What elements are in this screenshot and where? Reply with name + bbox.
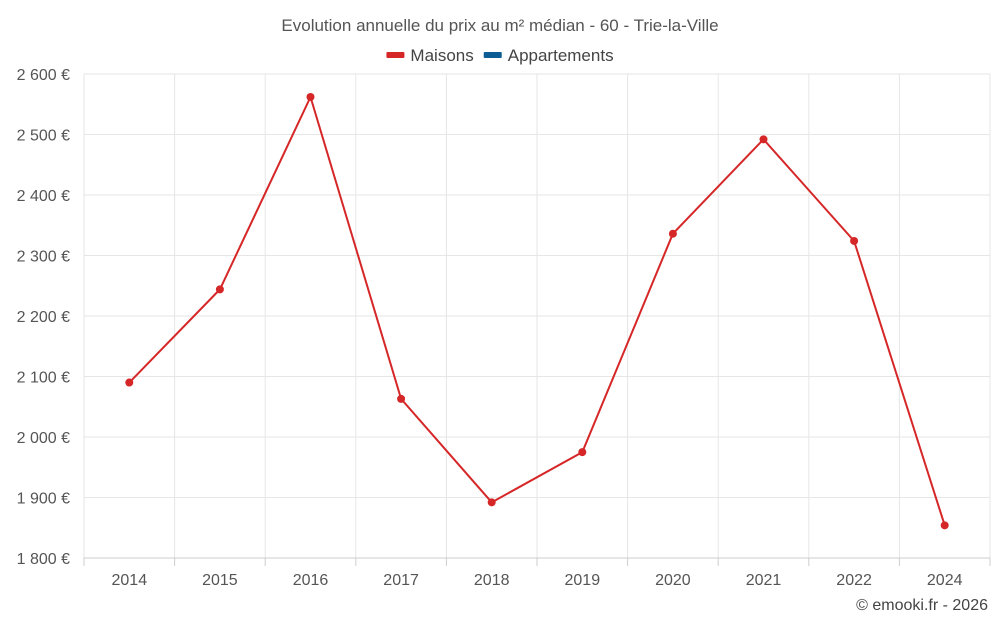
axes: 2 600 € 2 500 € 2 400 € 2 300 € 2 200 € 2 100…	[17, 67, 991, 589]
legend-swatch	[483, 52, 502, 58]
chart-title: Evolution annuelle du prix au m² médian …	[281, 16, 718, 35]
x-tick-label: 2016	[293, 572, 329, 589]
data-point[interactable]	[578, 448, 587, 457]
y-tick-label: 2 500 €	[17, 128, 70, 145]
x-tick-label: 2015	[202, 572, 238, 589]
legend-label: Maisons	[410, 46, 473, 65]
grid	[83, 73, 991, 558]
y-tick-label: 2 000 €	[17, 430, 70, 447]
x-tick-label: 2019	[565, 572, 601, 589]
y-tick-label: 2 600 €	[17, 67, 70, 84]
legend-swatch	[386, 52, 405, 58]
legend-label: Appartements	[508, 46, 614, 65]
series-layer	[125, 92, 949, 530]
data-point[interactable]	[940, 521, 949, 530]
legend-item-appartements[interactable]: Appartements	[483, 46, 614, 65]
data-point[interactable]	[125, 378, 134, 387]
data-point[interactable]	[306, 92, 315, 101]
x-tick-label: 2021	[746, 572, 782, 589]
y-tick-label: 2 300 €	[17, 249, 70, 266]
y-tick-label: 2 200 €	[17, 309, 70, 326]
data-point[interactable]	[487, 498, 496, 507]
y-tick-label: 1 800 €	[17, 551, 70, 568]
x-tick-label: 2024	[927, 572, 963, 589]
x-tick-label: 2017	[383, 572, 419, 589]
data-point[interactable]	[215, 285, 224, 294]
credit-text: © emooki.fr - 2026	[856, 597, 988, 614]
data-point[interactable]	[397, 394, 406, 403]
y-tick-label: 2 100 €	[17, 370, 70, 387]
x-tick-label: 2020	[655, 572, 691, 589]
x-tick-label: 2022	[836, 572, 872, 589]
y-tick-label: 2 400 €	[17, 188, 70, 205]
data-point[interactable]	[668, 229, 677, 238]
series-line-maisons	[128, 94, 946, 526]
y-tick-label: 1 900 €	[17, 491, 70, 508]
legend-item-maisons[interactable]: Maisons	[386, 46, 474, 65]
x-tick-label: 2018	[474, 572, 510, 589]
data-point[interactable]	[850, 236, 859, 245]
legend: Maisons Appartements	[386, 46, 614, 65]
x-tick-label: 2014	[112, 572, 148, 589]
data-point[interactable]	[759, 135, 768, 144]
